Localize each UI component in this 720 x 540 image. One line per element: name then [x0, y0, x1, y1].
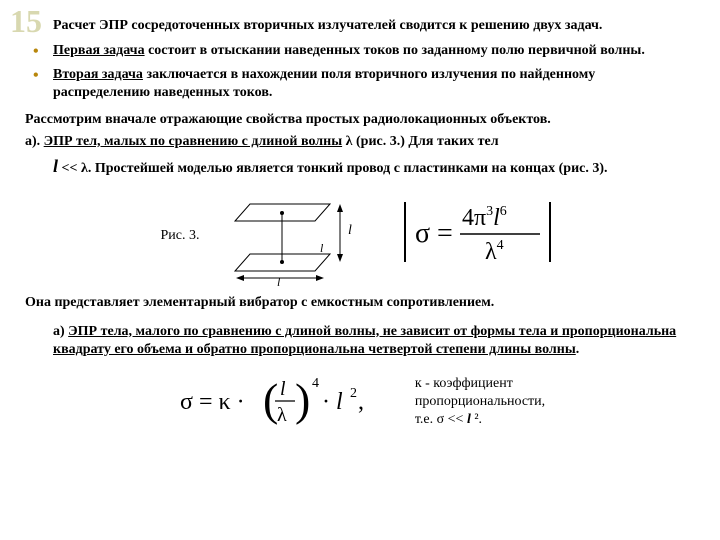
task-label-1: Первая задача	[53, 43, 145, 58]
top-node	[280, 211, 284, 215]
para5-tail: .	[576, 342, 580, 357]
paragraph-conclusion: а) ЭПР тела, малого по сравнению с длино…	[25, 323, 695, 359]
formula2-svg: σ = κ · ( l λ ) 4 · l 2 ,	[175, 367, 395, 437]
paragraph-consider: Рассмотрим вначале отражающие свойства п…	[25, 111, 695, 129]
arrowhead-up	[337, 204, 343, 212]
formula1-svg: σ = 4π3l6 λ4	[400, 197, 560, 267]
para2-prefix: а).	[25, 134, 44, 149]
coefficient-note: к - коэффициент пропорциональности, т.е.…	[415, 375, 545, 430]
bottom-node	[280, 260, 284, 264]
list-item: Вторая задача заключается в нахождении п…	[25, 66, 695, 102]
sigma2: σ = κ ·	[180, 389, 245, 415]
para2-underline: ЭПР тел, малых по сравнению с длиной вол…	[44, 134, 342, 149]
para5-prefix: а)	[53, 324, 68, 339]
arrowhead-left	[236, 275, 244, 281]
coeff-l3-tail: ².	[471, 412, 482, 427]
para2-tail: λ (рис. 3.) Для таких тел	[342, 134, 498, 149]
diagram-svg: l l l	[220, 186, 380, 286]
figure-row: Рис. 3. l l l σ = 4π3l6 λ4	[25, 186, 695, 286]
label-l-bottom: l	[277, 275, 281, 286]
para3-tail: << λ. Простейшей моделью является тонкий…	[58, 161, 608, 176]
figure-caption: Рис. 3.	[161, 228, 200, 244]
paren-right: )	[295, 374, 310, 425]
frac-top: l	[280, 378, 286, 400]
numerator: 4π3l6	[462, 204, 507, 231]
label-l-right: l	[348, 223, 352, 238]
arrowhead-down	[337, 254, 343, 262]
exp4: 4	[312, 376, 319, 391]
label-l-mid: l	[320, 241, 324, 255]
coeff-l3-pre: т.е. σ <<	[415, 412, 467, 427]
paragraph-a: а). ЭПР тел, малых по сравнению с длиной…	[25, 133, 695, 151]
coeff-line1: к - коэффициент	[415, 375, 545, 393]
task-label-2: Вторая задача	[53, 67, 143, 82]
comma: ,	[358, 389, 364, 415]
arrowhead-right	[316, 275, 324, 281]
coeff-line3: т.е. σ << l ².	[415, 411, 545, 429]
task-text-1: состоит в отыскании наведенных токов по …	[145, 43, 645, 58]
coeff-line2: пропорциональности,	[415, 393, 545, 411]
sigma-sym: σ	[415, 218, 430, 249]
dot-l2: · l	[322, 389, 343, 415]
intro-text: Расчет ЭПР сосредоточенных вторичных изл…	[53, 18, 695, 34]
formula-row2: σ = κ · ( l λ ) 4 · l 2 , к - коэффициен…	[25, 367, 695, 437]
exp2: 2	[350, 386, 357, 401]
denominator: λ4	[485, 238, 504, 265]
paragraph-vibrator: Она представляет элементарный вибратор с…	[25, 294, 695, 312]
formula-sigma: σ = 4π3l6 λ4	[400, 197, 560, 275]
para5-underline: ЭПР тела, малого по сравнению с длиной в…	[53, 324, 676, 357]
task-list: Первая задача состоит в отыскании наведе…	[25, 42, 695, 103]
equals-sym: =	[437, 218, 453, 249]
paragraph-model: l << λ. Простейшей моделью является тонк…	[25, 155, 695, 178]
slide-number: 15	[10, 5, 42, 37]
frac-bot: λ	[277, 404, 287, 426]
list-item: Первая задача состоит в отыскании наведе…	[25, 42, 695, 60]
